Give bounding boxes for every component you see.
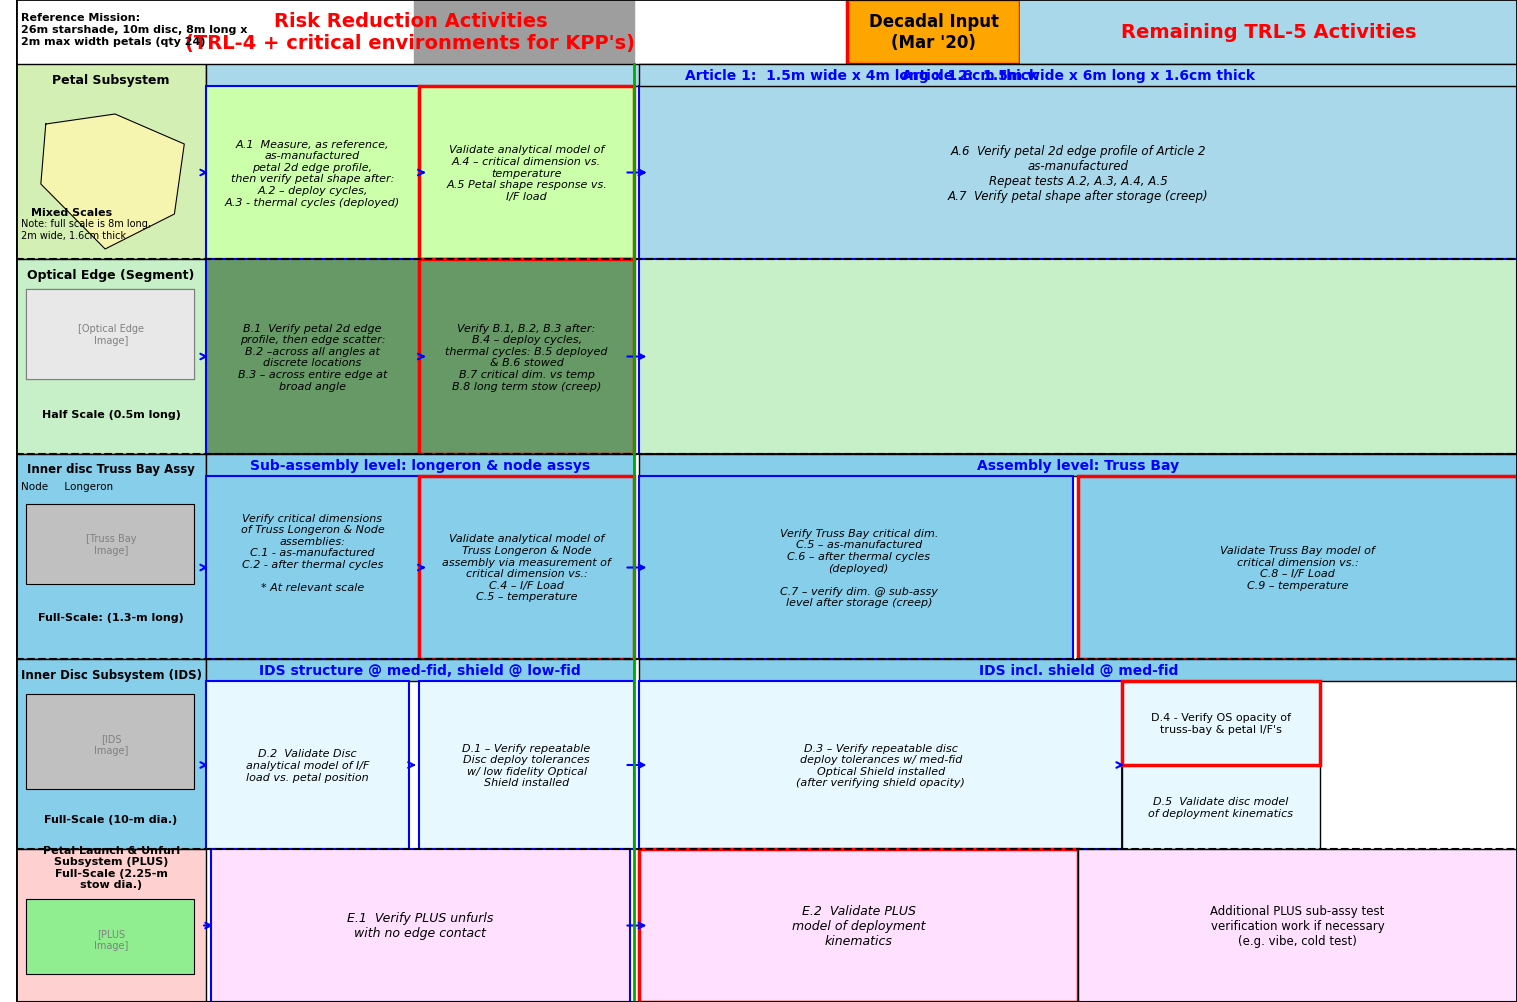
FancyBboxPatch shape [26,899,194,974]
Text: D.5  Validate disc model
of deployment kinematics: D.5 Validate disc model of deployment ki… [1148,797,1294,818]
Polygon shape [41,115,184,249]
FancyBboxPatch shape [1123,681,1320,766]
FancyBboxPatch shape [639,659,1517,681]
Text: Half Scale (0.5m long): Half Scale (0.5m long) [41,410,181,420]
Text: Article 1:  1.5m wide x 4m long x 1.6cm thick: Article 1: 1.5m wide x 4m long x 1.6cm t… [686,69,1038,83]
FancyBboxPatch shape [419,260,634,455]
Text: Petal Subsystem: Petal Subsystem [52,73,170,86]
FancyBboxPatch shape [1079,849,1517,1002]
Text: Verify Truss Bay critical dim.
C.5 – as-manufactured
C.6 – after thermal cycles
: Verify Truss Bay critical dim. C.5 – as-… [780,528,938,607]
Text: [PLUS
Image]: [PLUS Image] [94,928,129,950]
Text: Verify B.1, B.2, B.3 after:
B.4 – deploy cycles,
thermal cycles: B.5 deployed
& : Verify B.1, B.2, B.3 after: B.4 – deploy… [446,324,608,391]
FancyBboxPatch shape [419,87,634,260]
Text: D.3 – Verify repeatable disc
deploy tolerances w/ med-fid
Optical Shield install: D.3 – Verify repeatable disc deploy tole… [796,742,965,788]
Text: Full-Scale (10-m dia.): Full-Scale (10-m dia.) [44,815,177,825]
FancyBboxPatch shape [26,694,194,790]
Text: Node     Longeron: Node Longeron [21,482,114,492]
Text: E.2  Validate PLUS
model of deployment
kinematics: E.2 Validate PLUS model of deployment ki… [792,904,925,947]
FancyBboxPatch shape [17,0,414,65]
FancyBboxPatch shape [17,849,206,1002]
Text: Inner Disc Subsystem (IDS): Inner Disc Subsystem (IDS) [21,668,202,680]
FancyBboxPatch shape [206,477,419,659]
FancyBboxPatch shape [206,65,1517,87]
Text: [Optical Edge
Image]: [Optical Edge Image] [77,324,144,346]
Text: Mixed Scales: Mixed Scales [30,207,112,217]
FancyBboxPatch shape [17,65,206,260]
Text: IDS incl. shield @ med-fid: IDS incl. shield @ med-fid [978,663,1177,677]
FancyBboxPatch shape [639,260,1517,455]
FancyBboxPatch shape [26,504,194,584]
FancyBboxPatch shape [639,455,1517,477]
Text: Validate Truss Bay model of
critical dimension vs.:
C.8 – I/F Load
C.9 – tempera: Validate Truss Bay model of critical dim… [1220,545,1374,590]
Text: Reference Mission:
26m starshade, 10m disc, 8m long x
2m max width petals (qty 2: Reference Mission: 26m starshade, 10m di… [21,13,247,46]
FancyBboxPatch shape [639,681,1123,849]
FancyBboxPatch shape [206,260,419,455]
Text: Full-Scale: (1.3-m long): Full-Scale: (1.3-m long) [38,612,184,622]
Text: Validate analytical model of
Truss Longeron & Node
assembly via measurement of
c: Validate analytical model of Truss Longe… [443,534,611,602]
Text: Decadal Input
(Mar '20): Decadal Input (Mar '20) [869,13,998,52]
FancyBboxPatch shape [206,455,634,477]
Text: Validate analytical model of
A.4 – critical dimension vs.
temperature
A.5 Petal : Validate analytical model of A.4 – criti… [446,145,607,201]
Text: Risk Reduction Activities
(TRL-4 + critical environments for KPP's): Risk Reduction Activities (TRL-4 + criti… [185,12,636,53]
FancyBboxPatch shape [1021,0,1517,65]
FancyBboxPatch shape [639,477,1073,659]
Text: Article 2:  1.5m wide x 6m long x 1.6cm thick: Article 2: 1.5m wide x 6m long x 1.6cm t… [901,69,1255,83]
Text: B.1  Verify petal 2d edge
profile, then edge scatter:
B.2 –across all angles at
: B.1 Verify petal 2d edge profile, then e… [238,324,387,391]
Text: Assembly level: Truss Bay: Assembly level: Truss Bay [977,459,1179,473]
FancyBboxPatch shape [17,260,206,455]
Text: [IDS
Image]: [IDS Image] [94,733,129,756]
Text: E.1  Verify PLUS unfurls
with no edge contact: E.1 Verify PLUS unfurls with no edge con… [347,912,493,940]
FancyBboxPatch shape [206,659,634,681]
Text: IDS structure @ med-fid, shield @ low-fid: IDS structure @ med-fid, shield @ low-fi… [259,663,581,677]
Text: Petal Launch & Unfurl
Subsystem (PLUS)
Full-Scale (2.25-m
stow dia.): Petal Launch & Unfurl Subsystem (PLUS) F… [42,845,179,890]
Text: A.6  Verify petal 2d edge profile of Article 2
as-manufactured
Repeat tests A.2,: A.6 Verify petal 2d edge profile of Arti… [948,144,1209,202]
Text: Sub-assembly level: longeron & node assys: Sub-assembly level: longeron & node assy… [250,459,590,473]
FancyBboxPatch shape [639,87,1517,260]
Text: Verify critical dimensions
of Truss Longeron & Node
assemblies:
C.1 - as-manufac: Verify critical dimensions of Truss Long… [241,513,384,593]
Text: Note: full scale is 8m long,
2m wide, 1.6cm thick: Note: full scale is 8m long, 2m wide, 1.… [21,219,152,240]
FancyBboxPatch shape [17,659,206,849]
Text: D.2  Validate Disc
analytical model of I/F
load vs. petal position: D.2 Validate Disc analytical model of I/… [246,748,369,782]
FancyBboxPatch shape [17,455,206,659]
FancyBboxPatch shape [419,681,634,849]
Text: Remaining TRL-5 Activities: Remaining TRL-5 Activities [1121,23,1417,42]
FancyBboxPatch shape [414,0,634,65]
FancyBboxPatch shape [639,849,1079,1002]
FancyBboxPatch shape [1123,766,1320,849]
Text: Inner disc Truss Bay Assy: Inner disc Truss Bay Assy [27,463,196,476]
Text: Additional PLUS sub-assy test
verification work if necessary
(e.g. vibe, cold te: Additional PLUS sub-assy test verificati… [1211,904,1385,947]
FancyBboxPatch shape [1079,477,1517,659]
Text: D.4 - Verify OS opacity of
truss-bay & petal I/F's: D.4 - Verify OS opacity of truss-bay & p… [1151,712,1291,734]
FancyBboxPatch shape [419,477,634,659]
FancyBboxPatch shape [206,681,410,849]
Text: Optical Edge (Segment): Optical Edge (Segment) [27,269,194,282]
FancyBboxPatch shape [26,290,194,380]
Text: A.1  Measure, as reference,
as-manufactured
petal 2d edge profile,
then verify p: A.1 Measure, as reference, as-manufactur… [225,139,400,207]
FancyBboxPatch shape [639,65,1517,87]
Text: D.1 – Verify repeatable
Disc deploy tolerances
w/ low fidelity Optical
Shield in: D.1 – Verify repeatable Disc deploy tole… [463,742,590,788]
FancyBboxPatch shape [206,87,419,260]
FancyBboxPatch shape [26,290,194,380]
Text: [Truss Bay
Image]: [Truss Bay Image] [86,534,137,555]
FancyBboxPatch shape [211,849,630,1002]
FancyBboxPatch shape [846,0,1021,65]
